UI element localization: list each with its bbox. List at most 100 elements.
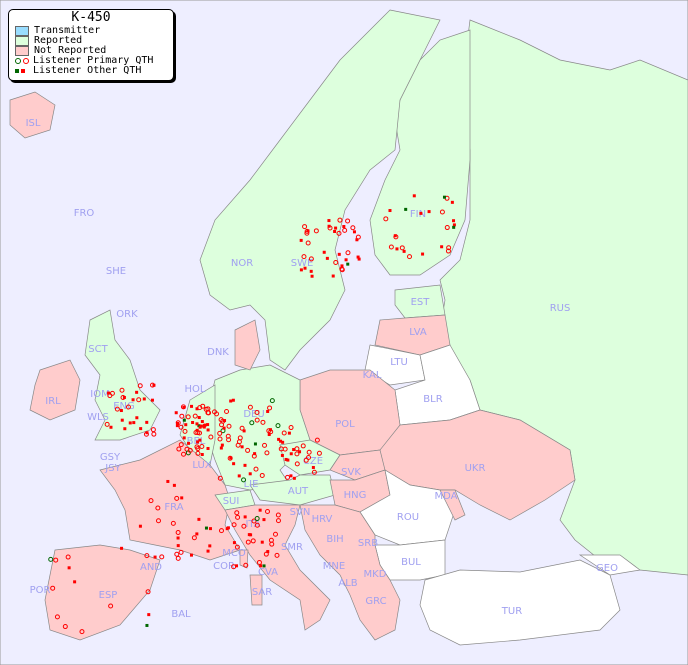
- listener-other-marker: [287, 431, 291, 435]
- listener-other-marker: [202, 425, 206, 429]
- listener-other-marker: [395, 247, 399, 251]
- reported-swatch: [15, 36, 29, 46]
- listener-other-marker: [442, 195, 446, 199]
- country-label-hol: HOL: [185, 384, 206, 395]
- listener-primary-marker: [191, 535, 197, 541]
- country-label-hng: HNG: [344, 490, 367, 501]
- listener-primary-marker: [275, 518, 281, 524]
- listener-other-marker: [235, 564, 239, 568]
- region-tur: [419, 559, 621, 646]
- listener-primary-marker: [175, 529, 181, 535]
- listener-other-marker: [289, 452, 293, 456]
- listener-primary-marker: [62, 624, 68, 630]
- country-label-dnk: DNK: [207, 347, 229, 358]
- listener-other-marker: [73, 580, 77, 584]
- country-label-grc: GRC: [365, 596, 386, 607]
- circle-marker-icon: [15, 58, 29, 64]
- listener-primary-marker: [342, 227, 348, 233]
- listener-primary-marker: [311, 469, 317, 475]
- listener-primary-marker: [119, 387, 125, 393]
- listener-primary-marker: [234, 544, 240, 550]
- listener-primary-marker: [239, 425, 245, 431]
- country-label-irl: IRL: [45, 396, 61, 407]
- listener-other-marker: [189, 553, 193, 557]
- country-label-bal: BAL: [171, 609, 191, 620]
- country-label-srb: SRB: [358, 538, 378, 549]
- listener-other-marker: [310, 274, 314, 278]
- listener-other-marker: [220, 443, 224, 447]
- listener-other-marker: [262, 564, 266, 568]
- region-svk: [329, 449, 386, 481]
- region-irl: [29, 359, 81, 421]
- listener-other-marker: [298, 450, 302, 454]
- listener-primary-marker: [231, 522, 237, 528]
- listener-other-marker: [180, 496, 184, 500]
- country-label-sui: SUI: [223, 496, 240, 507]
- listener-primary-marker: [48, 556, 54, 562]
- listener-primary-marker: [383, 216, 389, 222]
- listener-other-marker: [427, 210, 431, 214]
- listener-other-marker: [182, 406, 186, 410]
- country-label-ita: ITA: [245, 519, 260, 530]
- listener-primary-marker: [336, 230, 342, 236]
- country-label-cor: COR: [213, 561, 235, 572]
- country-label-alb: ALB: [338, 578, 357, 589]
- listener-other-marker: [247, 533, 251, 537]
- legend-item-primary-qth: Listener Primary QTH: [9, 56, 173, 66]
- listener-primary-marker: [145, 589, 151, 595]
- listener-primary-marker: [250, 538, 256, 544]
- region-mda: [439, 489, 466, 521]
- listener-other-marker: [452, 223, 456, 227]
- listener-other-marker: [232, 462, 236, 466]
- listener-other-marker: [286, 458, 290, 462]
- listener-primary-marker: [294, 446, 300, 452]
- listener-primary-marker: [316, 450, 322, 456]
- country-label-lva: LVA: [409, 327, 427, 338]
- country-label-ukr: UKR: [465, 463, 486, 474]
- listener-other-marker: [107, 391, 111, 395]
- listener-primary-marker: [178, 549, 184, 555]
- region-dnk: [234, 319, 261, 371]
- listener-primary-marker: [155, 505, 161, 511]
- listener-other-marker: [145, 420, 149, 424]
- listener-primary-marker: [263, 551, 269, 557]
- listener-other-marker: [237, 474, 241, 478]
- listener-primary-marker: [314, 437, 320, 443]
- listener-other-marker: [184, 423, 188, 427]
- listener-primary-marker: [308, 256, 314, 262]
- listener-other-marker: [325, 256, 329, 260]
- listener-primary-marker: [260, 419, 266, 425]
- listener-primary-marker: [294, 451, 300, 457]
- listener-other-marker: [198, 438, 202, 442]
- listener-primary-marker: [195, 446, 201, 452]
- listener-primary-marker: [306, 449, 312, 455]
- listener-other-marker: [135, 390, 139, 394]
- listener-primary-marker: [269, 398, 275, 404]
- listener-other-marker: [340, 264, 344, 268]
- listener-other-marker: [262, 518, 266, 522]
- listener-primary-marker: [301, 254, 307, 260]
- country-label-bih: BIH: [326, 534, 343, 545]
- listener-primary-marker: [253, 466, 259, 472]
- listener-primary-marker: [178, 442, 184, 448]
- listener-primary-marker: [217, 430, 223, 436]
- listener-other-marker: [195, 422, 199, 426]
- country-label-she: SHE: [106, 266, 126, 277]
- listener-other-marker: [266, 550, 270, 554]
- listener-other-marker: [440, 245, 444, 249]
- listener-primary-marker: [245, 447, 251, 453]
- listener-other-marker: [281, 440, 285, 444]
- listener-other-marker: [172, 483, 176, 487]
- listener-primary-marker: [237, 435, 243, 441]
- country-label-lux: LUX: [192, 460, 211, 471]
- listener-primary-marker: [259, 472, 265, 478]
- listener-other-marker: [222, 426, 226, 430]
- listener-other-marker: [334, 226, 338, 230]
- listener-primary-marker: [285, 474, 291, 480]
- country-label-pol: POL: [335, 419, 355, 430]
- listener-other-marker: [135, 416, 139, 420]
- country-label-sar: SAR: [252, 587, 272, 598]
- country-label-nor: NOR: [231, 258, 253, 269]
- listener-primary-marker: [268, 537, 274, 543]
- listener-primary-marker: [181, 451, 187, 457]
